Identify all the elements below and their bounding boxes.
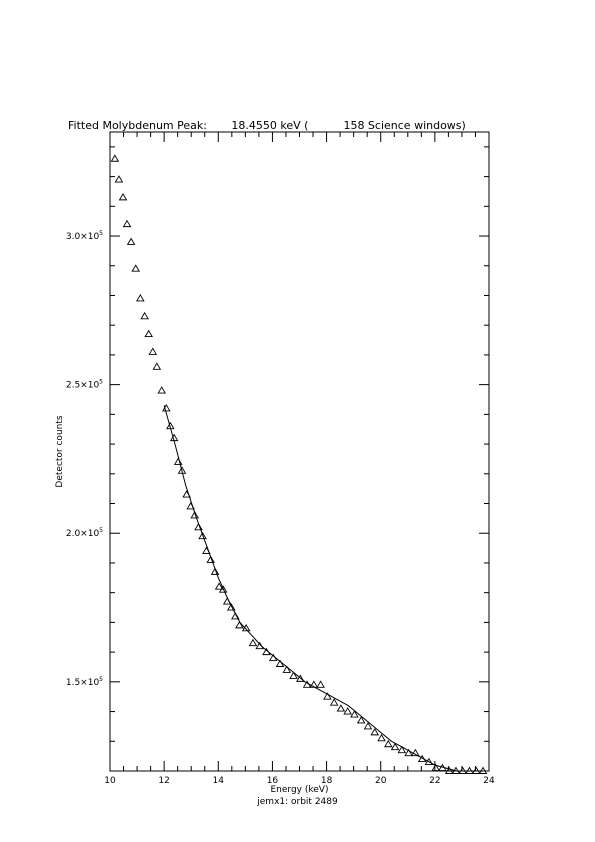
x-tick-label: 22	[429, 776, 440, 786]
y-tick-label: 3.0×105	[66, 230, 103, 242]
data-point-58	[424, 757, 434, 766]
data-point-24	[210, 567, 220, 575]
data-point-32	[248, 638, 258, 647]
chart-title: Fitted Molybdenum Peak: 18.4550 keV ( 15…	[68, 119, 466, 132]
x-tick-label: 10	[104, 776, 116, 786]
data-point-54	[397, 745, 407, 754]
data-point-44	[329, 698, 339, 706]
data-point-28	[226, 603, 236, 611]
data-point-47	[350, 710, 359, 718]
data-point-3	[122, 219, 132, 228]
chart-axes	[109, 131, 490, 772]
plot-frame	[109, 131, 490, 772]
x-tick-label: 20	[375, 776, 387, 786]
data-point-8	[144, 329, 153, 338]
chart-subtitle: jemx1: orbit 2489	[257, 797, 338, 807]
data-point-61	[444, 766, 454, 774]
data-point-7	[140, 311, 149, 320]
data-point-46	[343, 707, 352, 715]
chart-marks	[110, 154, 489, 774]
x-tick-label: 18	[321, 776, 333, 786]
data-point-21	[198, 531, 207, 540]
data-point-36	[275, 659, 285, 667]
data-point-51	[377, 733, 386, 742]
x-tick-label: 24	[483, 776, 495, 786]
data-point-0	[110, 154, 120, 162]
data-point-43	[323, 692, 332, 700]
x-tick-label: 12	[158, 776, 169, 786]
data-point-6	[136, 294, 145, 302]
x-tick-label: 16	[267, 776, 279, 786]
data-point-50	[370, 727, 380, 736]
data-point-23	[206, 555, 215, 563]
data-point-39	[296, 674, 305, 682]
data-point-52	[384, 739, 393, 748]
y-tick-label: 2.0×105	[66, 527, 103, 539]
y-axis-label: Detector counts	[55, 415, 65, 487]
chart-ticks: 10 12 14 16 18 20 22 24 1.5×105 2.0×105 2.5×105 3.0…	[66, 132, 495, 786]
data-point-45	[336, 704, 346, 712]
data-point-59	[431, 763, 440, 771]
data-point-48	[356, 716, 366, 724]
data-point-20	[194, 522, 203, 531]
data-point-1	[114, 175, 124, 183]
data-point-37	[282, 665, 292, 673]
data-point-5	[131, 264, 141, 272]
fit-line	[163, 405, 489, 772]
x-tick-label: 14	[213, 776, 225, 786]
data-point-4	[126, 237, 136, 245]
data-point-55	[404, 748, 413, 757]
data-point-9	[148, 347, 158, 355]
data-point-16	[177, 466, 187, 474]
data-point-25	[214, 582, 224, 590]
data-point-2	[118, 192, 128, 201]
data-point-42	[316, 680, 325, 688]
y-tick-label: 2.5×105	[66, 379, 103, 391]
data-point-38	[289, 671, 298, 679]
data-point-26	[218, 585, 228, 593]
data-point-11	[157, 386, 166, 394]
y-tick-label: 1.5×105	[66, 676, 103, 688]
data-point-53	[390, 742, 400, 751]
data-point-30	[235, 620, 244, 629]
data-point-56	[411, 748, 420, 757]
data-point-15	[173, 457, 183, 465]
data-point-10	[152, 362, 162, 370]
data-point-19	[190, 511, 200, 519]
x-axis-label: Energy (keV)	[271, 785, 329, 795]
data-point-49	[363, 722, 373, 730]
